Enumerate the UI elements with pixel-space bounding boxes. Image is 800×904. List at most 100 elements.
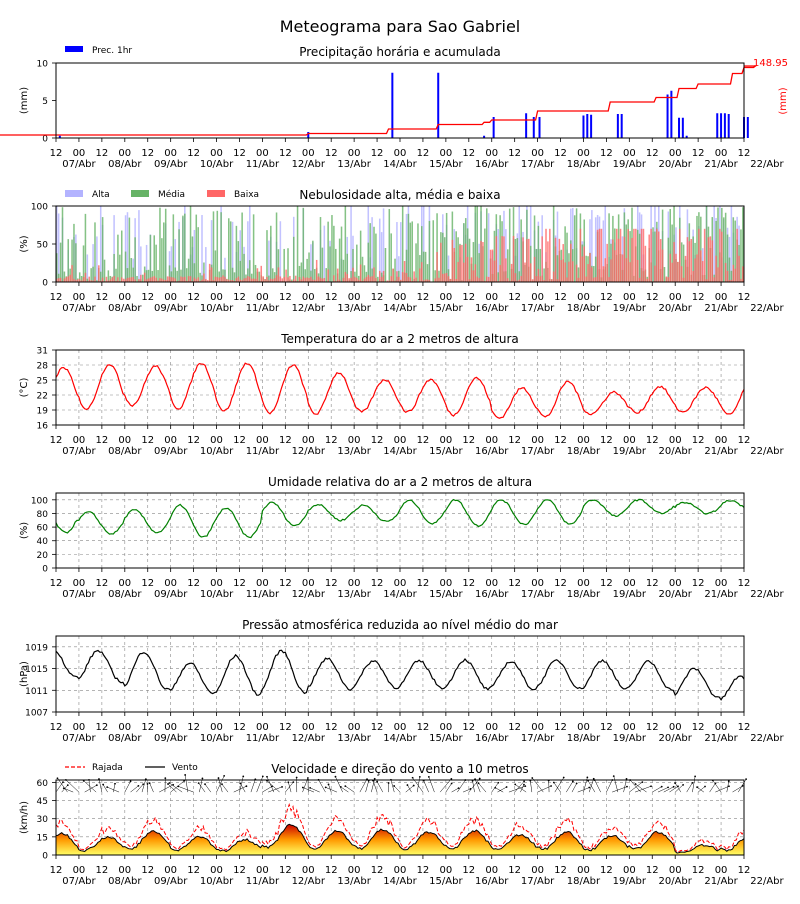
- cloud-bar-baixa: [448, 276, 450, 282]
- x-tick-label: 00: [669, 435, 682, 446]
- wind-arrow-head: [302, 787, 304, 789]
- wind-arrow-head: [696, 786, 698, 788]
- wind-arrow-head: [262, 775, 264, 777]
- x-tick-label: 00: [73, 435, 86, 446]
- x-tick-label: 12: [508, 722, 521, 733]
- x-tick-label: 00: [531, 292, 544, 303]
- cloud-bar-baixa: [88, 277, 90, 282]
- cloud-bar-baixa: [398, 277, 400, 282]
- y-tick-label: 1011: [25, 687, 48, 697]
- cloud-bar-media: [377, 277, 379, 282]
- cloud-bar-baixa: [415, 278, 417, 282]
- wind-arrow-head: [745, 778, 747, 780]
- x-tick-label: 00: [577, 435, 590, 446]
- cloud-bar-media: [557, 255, 559, 282]
- x-tick-label: 12: [600, 865, 613, 876]
- cloud-bar-baixa: [371, 276, 373, 282]
- cloud-bar-baixa: [320, 278, 322, 282]
- cloud-bar-baixa: [436, 252, 438, 282]
- cloud-bar-media: [102, 217, 104, 282]
- cloud-bar-baixa: [350, 278, 352, 282]
- wind-arrow-head: [340, 786, 342, 788]
- x-day-label: 12/Abr: [292, 159, 326, 170]
- cloud-bar-baixa: [169, 277, 171, 282]
- cloud-bar-baixa: [285, 270, 287, 282]
- legend-swatch-precip: [65, 46, 83, 52]
- cloud-bar-baixa: [348, 278, 350, 282]
- cloud-bar-baixa: [236, 278, 238, 282]
- x-day-label: 11/Abr: [246, 303, 280, 314]
- x-day-label: 11/Abr: [246, 446, 280, 457]
- cloud-bar-baixa: [511, 264, 513, 282]
- cloud-bar-baixa: [190, 276, 192, 282]
- y-tick-label: 45: [37, 797, 48, 807]
- x-day-label: 09/Abr: [154, 303, 188, 314]
- x-day-label: 15/Abr: [429, 159, 463, 170]
- cloud-bar-media: [241, 213, 243, 282]
- precip-bar: [582, 116, 584, 139]
- cloud-bar-media: [259, 272, 261, 282]
- x-day-label: 07/Abr: [62, 303, 96, 314]
- wind-arrow-head: [419, 776, 421, 778]
- wind-arrow-head: [458, 787, 460, 789]
- cloud-bar-baixa: [488, 277, 490, 282]
- cloud-bar-baixa: [238, 277, 240, 282]
- cloud-bar-baixa: [66, 277, 68, 282]
- x-tick-label: 12: [325, 578, 338, 589]
- cloud-bar-media: [553, 206, 555, 282]
- cloud-bar-media: [325, 268, 327, 282]
- wind-arrow-head: [335, 776, 337, 778]
- y-axis-label: (hPa): [19, 661, 30, 687]
- cloud-bar-baixa: [111, 278, 113, 282]
- x-tick-label: 12: [371, 148, 384, 159]
- cloud-bar-baixa: [337, 269, 339, 282]
- wind-arrow-head: [494, 787, 496, 789]
- cloud-bar-media: [67, 239, 69, 282]
- x-tick-label: 00: [73, 865, 86, 876]
- cloud-bar-baixa: [715, 256, 717, 282]
- cloud-bar-baixa: [583, 246, 585, 282]
- cloud-bar-baixa: [742, 266, 744, 282]
- cloud-bar-media: [287, 248, 289, 282]
- x-day-label: 09/Abr: [154, 733, 188, 744]
- x-tick-label: 00: [439, 578, 452, 589]
- x-tick-label: 00: [669, 292, 682, 303]
- x-tick-label: 12: [554, 578, 567, 589]
- cloud-bar-media: [293, 237, 295, 282]
- wind-arrow-head: [374, 778, 376, 780]
- cloud-bar-media: [706, 206, 708, 282]
- precip-bar: [724, 113, 726, 138]
- x-day-label: 10/Abr: [200, 446, 234, 457]
- cloud-bar-baixa: [712, 240, 714, 282]
- x-tick-label: 12: [50, 292, 63, 303]
- wind-arrow-head: [673, 786, 675, 788]
- x-tick-label: 00: [302, 722, 315, 733]
- wind-arrow-head: [292, 781, 294, 783]
- cloud-bar-media: [639, 234, 641, 282]
- x-day-label: 21/Abr: [704, 446, 738, 457]
- cloud-bar-baixa: [608, 277, 610, 282]
- x-tick-label: 12: [279, 435, 292, 446]
- cloud-bar-baixa: [650, 229, 652, 282]
- x-tick-label: 00: [256, 292, 269, 303]
- x-tick-label: 12: [738, 292, 751, 303]
- x-tick-label: 12: [279, 578, 292, 589]
- cloud-bar-baixa: [289, 276, 291, 282]
- wind-arrow-head: [588, 787, 590, 789]
- cloud-bar-baixa: [736, 229, 738, 282]
- x-tick-label: 00: [394, 722, 407, 733]
- x-day-label: 18/Abr: [567, 159, 601, 170]
- cloud-bar-baixa: [727, 271, 729, 282]
- legend-swatch-media: [131, 190, 149, 197]
- x-tick-label: 12: [417, 722, 430, 733]
- cloud-bar-baixa: [587, 264, 589, 282]
- wind-arrow-head: [479, 778, 481, 780]
- y-tick-label: 80: [37, 510, 49, 520]
- cloud-bar-baixa: [174, 278, 176, 282]
- cloud-bar-baixa: [696, 254, 698, 282]
- cloud-bar-baixa: [526, 239, 528, 282]
- y-tick-label: 1007: [25, 709, 48, 719]
- y-tick-label: 60: [37, 779, 49, 789]
- cloud-bar-baixa: [467, 257, 469, 282]
- x-tick-label: 12: [692, 292, 705, 303]
